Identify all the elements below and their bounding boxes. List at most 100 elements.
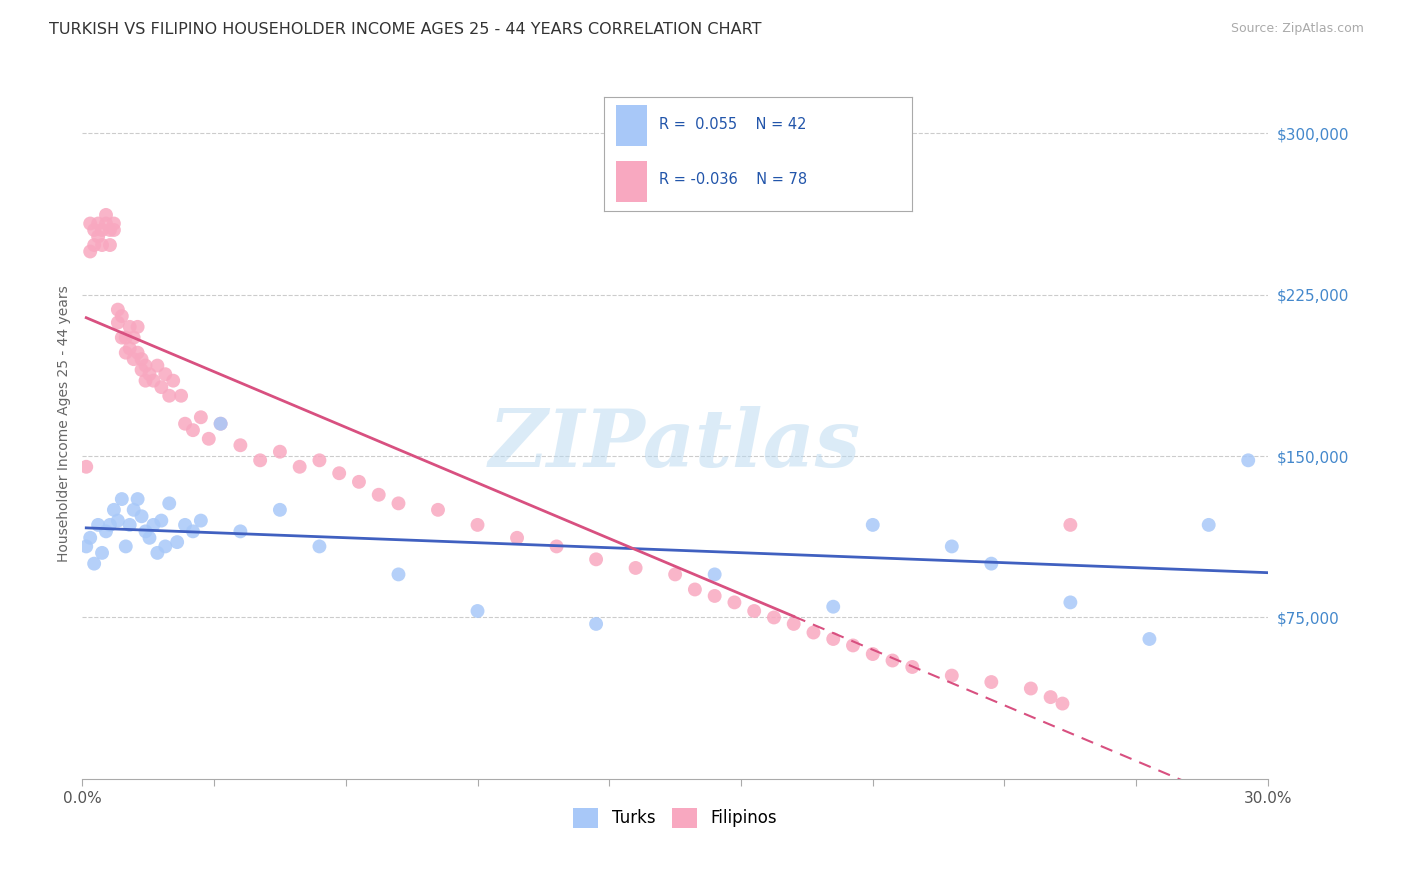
Point xyxy=(135,374,157,388)
Point xyxy=(118,517,141,532)
Point xyxy=(79,244,101,259)
Point xyxy=(157,496,180,510)
Point xyxy=(87,229,110,244)
Point xyxy=(762,610,785,624)
Point xyxy=(131,352,153,367)
Point xyxy=(367,488,389,502)
Point xyxy=(150,380,173,394)
Point xyxy=(150,514,173,528)
Point xyxy=(103,223,125,237)
Point xyxy=(269,444,291,458)
Point xyxy=(1039,690,1062,705)
Point xyxy=(75,459,97,474)
Point xyxy=(170,389,193,403)
Point xyxy=(94,217,117,231)
Point xyxy=(328,467,350,481)
Point xyxy=(190,514,212,528)
Point xyxy=(229,438,252,452)
Point xyxy=(882,653,904,667)
Point xyxy=(980,675,1002,690)
Point xyxy=(862,647,884,661)
Point xyxy=(127,491,149,506)
Point xyxy=(87,217,110,231)
Point xyxy=(111,491,134,506)
Point xyxy=(980,557,1002,571)
Point xyxy=(664,567,686,582)
Point xyxy=(135,524,157,539)
Point xyxy=(585,552,607,566)
Point xyxy=(174,417,197,431)
Point xyxy=(142,374,165,388)
Point xyxy=(111,309,134,323)
Point xyxy=(197,432,219,446)
Point xyxy=(94,208,117,222)
Point xyxy=(624,561,647,575)
Point xyxy=(155,540,177,554)
Point xyxy=(114,345,136,359)
Point xyxy=(107,302,129,317)
Point xyxy=(229,524,252,539)
Point xyxy=(131,509,153,524)
Point xyxy=(1059,517,1081,532)
Point xyxy=(162,374,184,388)
Point xyxy=(122,503,145,517)
Point xyxy=(1052,697,1074,711)
Point xyxy=(941,540,963,554)
Point xyxy=(1198,517,1220,532)
Point xyxy=(111,330,134,344)
Point xyxy=(91,223,114,237)
Point xyxy=(308,453,330,467)
Point xyxy=(83,557,105,571)
Point xyxy=(181,423,204,437)
Point xyxy=(79,531,101,545)
Point xyxy=(901,660,924,674)
Point xyxy=(742,604,765,618)
Point xyxy=(83,238,105,252)
Point xyxy=(122,352,145,367)
Point xyxy=(166,535,188,549)
Point xyxy=(467,517,489,532)
Point xyxy=(783,616,806,631)
Point xyxy=(842,639,865,653)
Point xyxy=(467,604,489,618)
Point xyxy=(75,540,97,554)
Point xyxy=(98,238,121,252)
Point xyxy=(249,453,271,467)
Point xyxy=(546,540,568,554)
Y-axis label: Householder Income Ages 25 - 44 years: Householder Income Ages 25 - 44 years xyxy=(58,285,72,562)
Point xyxy=(146,359,169,373)
Point xyxy=(103,503,125,517)
Point xyxy=(703,567,725,582)
Point xyxy=(387,496,409,510)
Point xyxy=(823,632,845,646)
Point xyxy=(506,531,529,545)
Point xyxy=(142,517,165,532)
Point xyxy=(107,316,129,330)
Point xyxy=(269,503,291,517)
Point xyxy=(118,319,141,334)
Point xyxy=(723,595,745,609)
Point xyxy=(174,517,197,532)
Text: Source: ZipAtlas.com: Source: ZipAtlas.com xyxy=(1230,22,1364,36)
Point xyxy=(288,459,311,474)
Point xyxy=(103,217,125,231)
Point xyxy=(91,546,114,560)
Point xyxy=(1019,681,1042,696)
Text: ZIPatlas: ZIPatlas xyxy=(489,406,862,483)
Point xyxy=(79,217,101,231)
Point xyxy=(209,417,232,431)
Point xyxy=(83,223,105,237)
Point xyxy=(94,524,117,539)
Point xyxy=(135,359,157,373)
Point xyxy=(803,625,825,640)
Point xyxy=(862,517,884,532)
Point xyxy=(157,389,180,403)
Point xyxy=(114,540,136,554)
Point xyxy=(427,503,450,517)
Point xyxy=(209,417,232,431)
Point xyxy=(146,546,169,560)
Point xyxy=(122,330,145,344)
Point xyxy=(1059,595,1081,609)
Point xyxy=(114,330,136,344)
Point xyxy=(127,319,149,334)
